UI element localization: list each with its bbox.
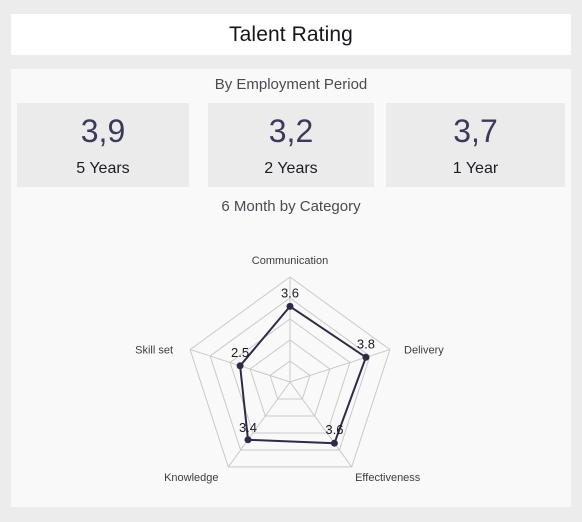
axis-label-effectiveness: Effectiveness xyxy=(355,472,421,484)
kpi-value: 3,9 xyxy=(80,113,126,149)
kpi-card-2-years: 3,2 2 Years xyxy=(208,103,374,187)
radar-data-label: 3.8 xyxy=(357,336,375,351)
kpi-value: 3,7 xyxy=(453,113,498,149)
page-title: Talent Rating xyxy=(229,22,353,46)
radar-data-label: 3.4 xyxy=(239,420,257,435)
radar-grid-ring xyxy=(249,339,331,417)
kpi-label: 5 Years xyxy=(76,160,130,177)
radar-grid-ring xyxy=(209,297,371,451)
kpi-label: 1 Year xyxy=(452,160,499,177)
radar-point xyxy=(244,436,252,444)
axis-label-knowledge: Knowledge xyxy=(164,472,218,484)
radar-grid-ring xyxy=(269,360,311,400)
radar-chart: Communication Delivery Effectiveness Knowle… xyxy=(135,255,444,484)
radar-series-line xyxy=(239,305,367,445)
radar-spoke xyxy=(289,349,391,383)
radar-point xyxy=(286,302,294,310)
category-section-title: 6 Month by Category xyxy=(221,198,361,215)
radar-point xyxy=(362,353,370,361)
radar-grid-ring xyxy=(229,318,351,434)
title-card: Talent Rating xyxy=(11,14,571,55)
ratings-panel: By Employment Period 3,9 5 Years 3,2 2 Y… xyxy=(11,69,571,507)
kpi-label: 2 Years xyxy=(264,160,318,177)
radar-data-label: 3.6 xyxy=(325,422,343,437)
kpi-card-1-year: 3,7 1 Year xyxy=(386,103,565,187)
radar-point xyxy=(236,362,244,370)
radar-point xyxy=(330,439,338,447)
axis-label-communication: Communication xyxy=(252,255,328,267)
radar-grid-ring xyxy=(189,276,391,468)
radar-data-label: 2.5 xyxy=(231,345,249,360)
employment-section-title: By Employment Period xyxy=(214,76,368,93)
radar-spoke xyxy=(227,381,291,468)
axis-label-skill-set: Skill set xyxy=(135,345,173,357)
radar-data-label: 3.6 xyxy=(281,285,299,300)
kpi-value: 3,2 xyxy=(268,113,314,149)
axis-label-delivery: Delivery xyxy=(404,345,444,357)
kpi-card-5-years: 3,9 5 Years xyxy=(17,103,189,187)
radar-spoke xyxy=(289,381,353,468)
